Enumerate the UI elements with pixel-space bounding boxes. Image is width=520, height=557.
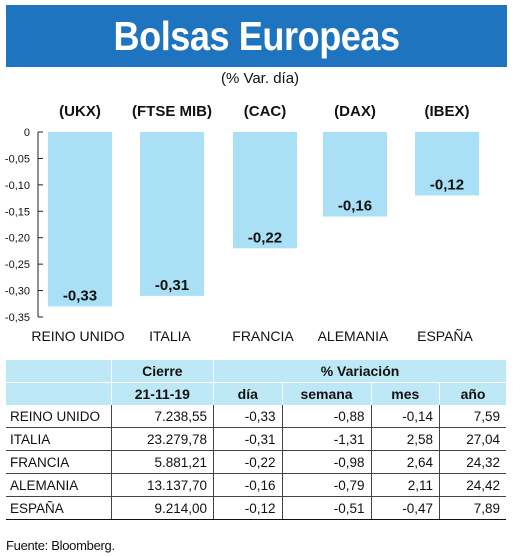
category-label: ITALIA bbox=[149, 328, 191, 344]
table-cell-semana: -0,51 bbox=[281, 496, 372, 520]
table-row: ITALIA 23.279,78 -0,31 -1,31 2,58 27,04 bbox=[6, 427, 506, 451]
y-tick-label: -0,10 bbox=[5, 180, 30, 192]
bar bbox=[233, 132, 297, 249]
table-cell-pais: ITALIA bbox=[6, 427, 112, 451]
table-header-cierre: Cierre bbox=[110, 360, 214, 383]
value-label: -0,12 bbox=[430, 176, 464, 193]
table-header-semana: semana bbox=[281, 382, 372, 405]
table-cell-mes: -0,14 bbox=[370, 405, 440, 428]
y-tick-label: -0,15 bbox=[5, 206, 30, 218]
table-cell-ano: 7,59 bbox=[439, 405, 506, 428]
title-banner: Bolsas Europeas bbox=[6, 5, 507, 67]
category-label: ALEMANIA bbox=[318, 328, 389, 344]
table-header-dia: día bbox=[213, 382, 283, 405]
table-cell-ano: 24,42 bbox=[439, 473, 506, 497]
table-header-ano: año bbox=[439, 382, 506, 405]
y-tick-label: -0,30 bbox=[5, 286, 30, 298]
bar bbox=[415, 132, 479, 196]
table-cell-cierre: 13.137,70 bbox=[110, 473, 214, 497]
value-label: -0,33 bbox=[63, 287, 97, 304]
table-cell-semana: -1,31 bbox=[281, 427, 372, 451]
table-cell-ano: 27,04 bbox=[439, 427, 506, 451]
y-tick-label: 0 bbox=[24, 127, 30, 139]
table-cell-pais: FRANCIA bbox=[6, 450, 112, 474]
table-header-blank-2 bbox=[6, 382, 112, 405]
index-label: (DAX) bbox=[334, 103, 376, 120]
table-cell-dia: -0,33 bbox=[213, 405, 283, 428]
table-cell-semana: -0,98 bbox=[281, 450, 372, 474]
chart-subtitle: (% Var. día) bbox=[220, 70, 300, 87]
index-label: (IBEX) bbox=[425, 103, 470, 120]
category-label: ESPAÑA bbox=[417, 328, 473, 344]
value-label: -0,22 bbox=[248, 229, 282, 246]
table-cell-mes: 2,58 bbox=[370, 427, 440, 451]
table-row: REINO UNIDO 7.238,55 -0,33 -0,88 -0,14 7,59 bbox=[6, 405, 506, 428]
table-cell-pais: ALEMANIA bbox=[6, 473, 112, 497]
bar-chart: 0 -0,05 -0,10 -0,15 -0,20 -0,25 -0,30 -0,35 (UKX… bbox=[5, 103, 479, 344]
table-cell-semana: -0,88 bbox=[281, 405, 372, 428]
table-cell-mes: -0,47 bbox=[370, 496, 440, 520]
table-header-variacion: % Variación bbox=[213, 360, 506, 383]
table-row: ALEMANIA 13.137,70 -0,16 -0,79 2,11 24,42 bbox=[6, 473, 506, 497]
y-tick-label: -0,25 bbox=[5, 259, 30, 271]
chart-title: Bolsas Europeas bbox=[113, 12, 400, 59]
table-cell-pais: REINO UNIDO bbox=[6, 405, 112, 428]
category-label: FRANCIA bbox=[232, 328, 294, 344]
y-tick-label: -0,20 bbox=[5, 233, 30, 245]
table-cell-dia: -0,31 bbox=[213, 427, 283, 451]
data-table: Cierre % Variación 21-11-19 día semana m… bbox=[6, 360, 506, 520]
source-note: Fuente: Bloomberg. bbox=[6, 538, 115, 553]
table-row: ESPAÑA 9.214,00 -0,12 -0,51 -0,47 7,89 bbox=[6, 496, 506, 520]
table-cell-cierre: 5.881,21 bbox=[110, 450, 214, 474]
table-cell-mes: 2,64 bbox=[370, 450, 440, 474]
index-label: (UKX) bbox=[59, 103, 101, 120]
table-cell-cierre: 23.279,78 bbox=[110, 427, 214, 451]
table-cell-ano: 7,89 bbox=[439, 496, 506, 520]
table-cell-semana: -0,79 bbox=[281, 473, 372, 497]
table-cell-cierre: 7.238,55 bbox=[110, 405, 214, 428]
value-label: -0,16 bbox=[338, 198, 372, 215]
y-tick-label: -0,35 bbox=[5, 312, 30, 324]
table-header-mes: mes bbox=[370, 382, 440, 405]
table-header-date: 21-11-19 bbox=[110, 382, 214, 405]
table-cell-dia: -0,12 bbox=[213, 496, 283, 520]
bar bbox=[140, 132, 204, 296]
table-header-blank bbox=[6, 360, 112, 383]
table-cell-mes: 2,11 bbox=[370, 473, 440, 497]
index-label: (CAC) bbox=[244, 103, 287, 120]
table-cell-ano: 24,32 bbox=[439, 450, 506, 474]
table-cell-pais: ESPAÑA bbox=[6, 496, 112, 520]
bar bbox=[48, 132, 112, 307]
y-tick-label: -0,05 bbox=[5, 153, 30, 165]
index-label: (FTSE MIB) bbox=[132, 103, 212, 120]
table-row: FRANCIA 5.881,21 -0,22 -0,98 2,64 24,32 bbox=[6, 450, 506, 474]
table-cell-dia: -0,16 bbox=[213, 473, 283, 497]
table-cell-cierre: 9.214,00 bbox=[110, 496, 214, 520]
value-label: -0,31 bbox=[155, 277, 189, 294]
category-label: REINO UNIDO bbox=[31, 328, 124, 344]
table-cell-dia: -0,22 bbox=[213, 450, 283, 474]
bar bbox=[323, 132, 387, 217]
